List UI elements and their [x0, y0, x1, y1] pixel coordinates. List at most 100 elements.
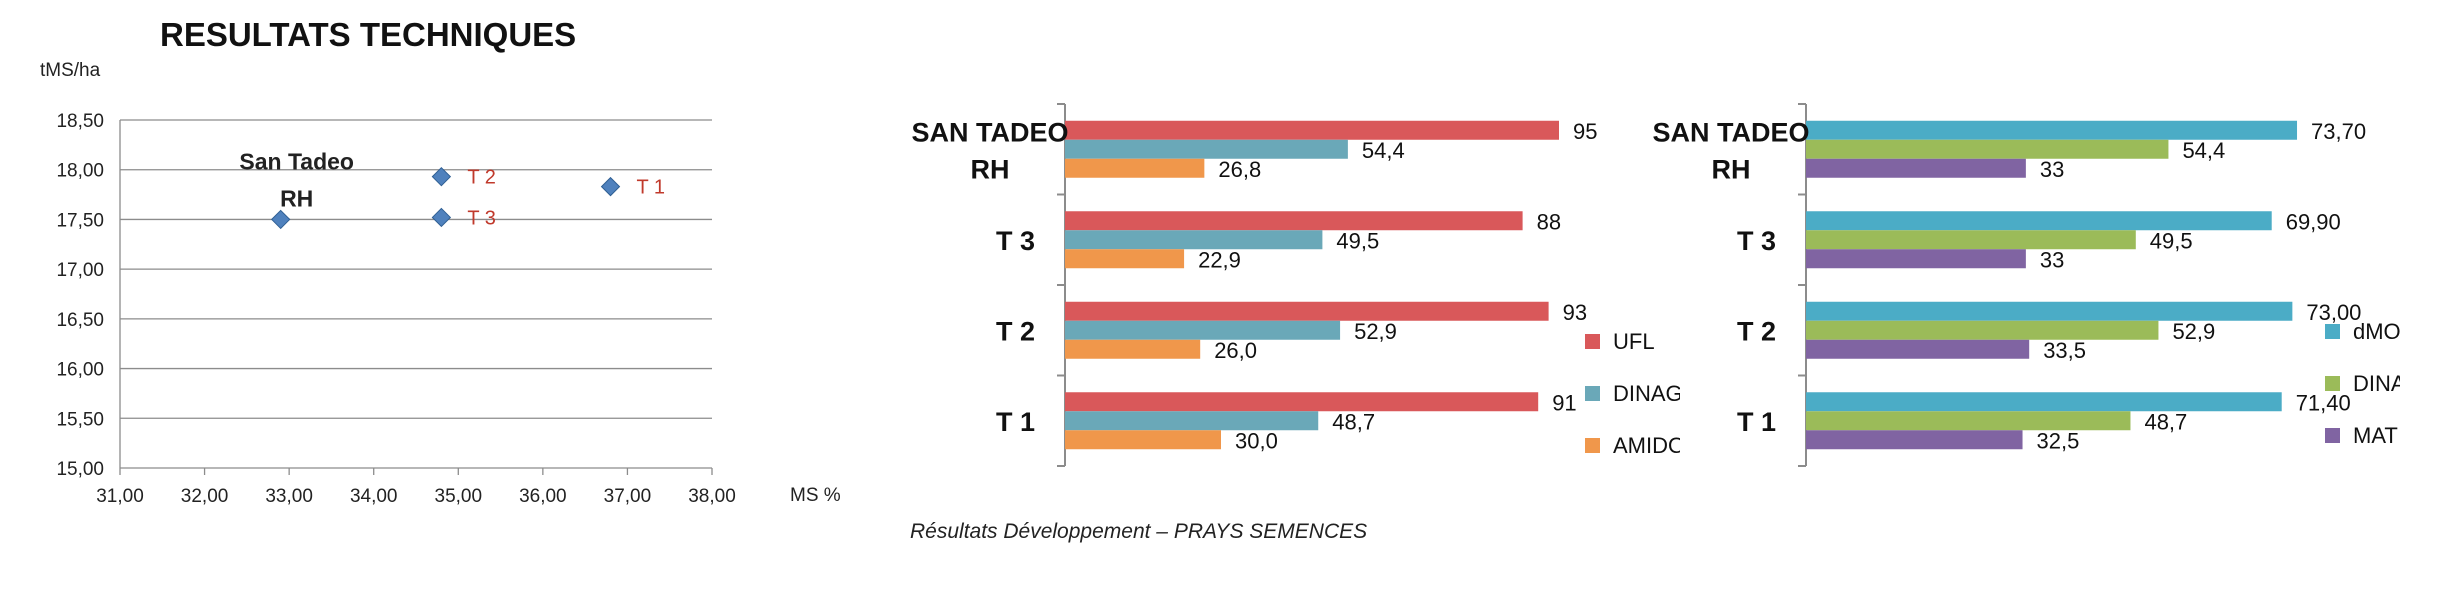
data-label: 33,5: [2043, 338, 2086, 363]
bar-dinag: [1806, 230, 2136, 250]
bar-dinag: [1806, 320, 2159, 340]
category-label: T 3: [1737, 226, 1776, 256]
page-title: RESULTATS TECHNIQUES: [160, 16, 577, 53]
y-axis-label: tMS/ha: [40, 60, 101, 81]
legend-swatch-ufl: [1585, 334, 1600, 349]
point-label: San Tadeo: [239, 148, 354, 174]
category-label: RH: [971, 154, 1010, 184]
data-label: 48,7: [2144, 409, 2187, 434]
scatter-point: [270, 209, 291, 230]
legend-label-ufl: UFL: [1613, 329, 1655, 354]
y-tick-label: 15,50: [56, 409, 104, 430]
data-label: 54,4: [1362, 138, 1405, 163]
data-label: 26,8: [1218, 157, 1261, 182]
legend-swatch-dmo: [2325, 324, 2340, 339]
x-tick-label: 38,00: [688, 486, 736, 507]
data-label: 93: [1563, 300, 1587, 325]
bar-dinag: [1065, 139, 1348, 159]
scatter-point: [600, 176, 621, 197]
data-label: 73,70: [2311, 119, 2366, 144]
bar-mat: [1806, 158, 2026, 178]
category-label: SAN TADEO: [1652, 117, 1809, 147]
legend-label-amidon: AMIDON: [1613, 433, 1680, 458]
data-label: 69,90: [2286, 209, 2341, 234]
data-label: 48,7: [1332, 409, 1375, 434]
data-label: 33: [2040, 247, 2064, 272]
data-label: 73,00: [2306, 300, 2361, 325]
data-label: 95: [1573, 119, 1597, 144]
legend-swatch-dinag: [2325, 376, 2340, 391]
bar-dinag: [1065, 230, 1323, 250]
point-label: RH: [280, 185, 313, 211]
bar-dmo: [1806, 211, 2272, 231]
scatter-point: [431, 207, 452, 228]
data-label: 32,5: [2037, 428, 2080, 453]
y-tick-label: 18,50: [56, 111, 104, 132]
bar-ufl: [1065, 211, 1523, 231]
category-label: T 1: [1737, 407, 1776, 437]
point-label: T 1: [637, 177, 666, 199]
x-tick-label: 37,00: [604, 486, 652, 507]
y-tick-label: 16,00: [56, 360, 104, 381]
scatter-chart: 15,00 15,50 16,00 16,50 17,00 17,50 18,00 18,50…: [40, 60, 841, 507]
x-axis-label: MS %: [790, 485, 841, 506]
bar-mat: [1806, 339, 2030, 359]
bar-amidon: [1065, 339, 1201, 359]
bar-chart-dmo: 73,70 54,4 33 SAN TADEO RH 69,90 49,5 33 T 3 73,0…: [1652, 103, 2400, 467]
bar-ufl: [1065, 120, 1559, 140]
x-tick-label: 33,00: [265, 486, 313, 507]
bar-amidon: [1065, 158, 1205, 178]
legend-label-dinag: DINAG: [2353, 371, 2400, 396]
data-label: 49,5: [1336, 228, 1379, 253]
x-tick-label: 34,00: [350, 486, 398, 507]
data-label: 33: [2040, 157, 2064, 182]
bar-dmo: [1806, 120, 2298, 140]
category-label: T 2: [1737, 316, 1776, 346]
legend-label-mat: MAT: [2353, 423, 2398, 448]
category-label: RH: [1712, 154, 1751, 184]
y-tick-label: 17,00: [56, 260, 104, 281]
bar-dinag: [1806, 139, 2169, 159]
x-tick-label: 31,00: [96, 486, 144, 507]
y-tick-label: 16,50: [56, 310, 104, 331]
bar-ufl: [1065, 392, 1539, 412]
data-label: 30,0: [1235, 428, 1278, 453]
data-label: 88: [1537, 209, 1561, 234]
bar-dinag: [1065, 320, 1341, 340]
category-label: SAN TADEO: [911, 117, 1068, 147]
x-tick-label: 35,00: [435, 486, 483, 507]
bar-dmo: [1806, 392, 2282, 412]
point-label: T 2: [467, 167, 496, 189]
bar-dinag: [1065, 411, 1319, 431]
bar-mat: [1806, 430, 2023, 450]
bar-amidon: [1065, 430, 1221, 450]
legend-swatch-mat: [2325, 428, 2340, 443]
y-tick-label: 15,00: [56, 459, 104, 480]
x-tick-label: 36,00: [519, 486, 567, 507]
point-label: T 3: [467, 207, 496, 229]
bar-dinag: [1806, 411, 2131, 431]
bar-ufl: [1065, 301, 1549, 321]
data-label: 52,9: [2172, 319, 2215, 344]
bar-amidon: [1065, 249, 1185, 269]
data-label: 52,9: [1354, 319, 1397, 344]
y-tick-label: 17,50: [56, 210, 104, 231]
bar-chart-ufl: 95 54,4 26,8 SAN TADEO RH 88 49,5 22,9 T 3 93 52,9…: [911, 103, 1680, 467]
data-label: 91: [1552, 390, 1576, 415]
x-tick-label: 32,00: [181, 486, 229, 507]
bar-dmo: [1806, 301, 2293, 321]
category-label: T 2: [996, 316, 1035, 346]
data-label: 49,5: [2150, 228, 2193, 253]
figure-caption: Résultats Développement – PRAYS SEMENCES: [910, 520, 1368, 543]
data-label: 54,4: [2182, 138, 2225, 163]
legend-label-dinag: DINAG: [1613, 381, 1680, 406]
category-label: T 3: [996, 226, 1035, 256]
bar-mat: [1806, 249, 2026, 269]
y-tick-label: 18,00: [56, 161, 104, 182]
data-label: 71,40: [2296, 390, 2351, 415]
category-label: T 1: [996, 407, 1035, 437]
legend-swatch-amidon: [1585, 438, 1600, 453]
legend-swatch-dinag: [1585, 386, 1600, 401]
data-label: 26,0: [1214, 338, 1257, 363]
legend-label-dmo: dMO: [2353, 319, 2400, 344]
